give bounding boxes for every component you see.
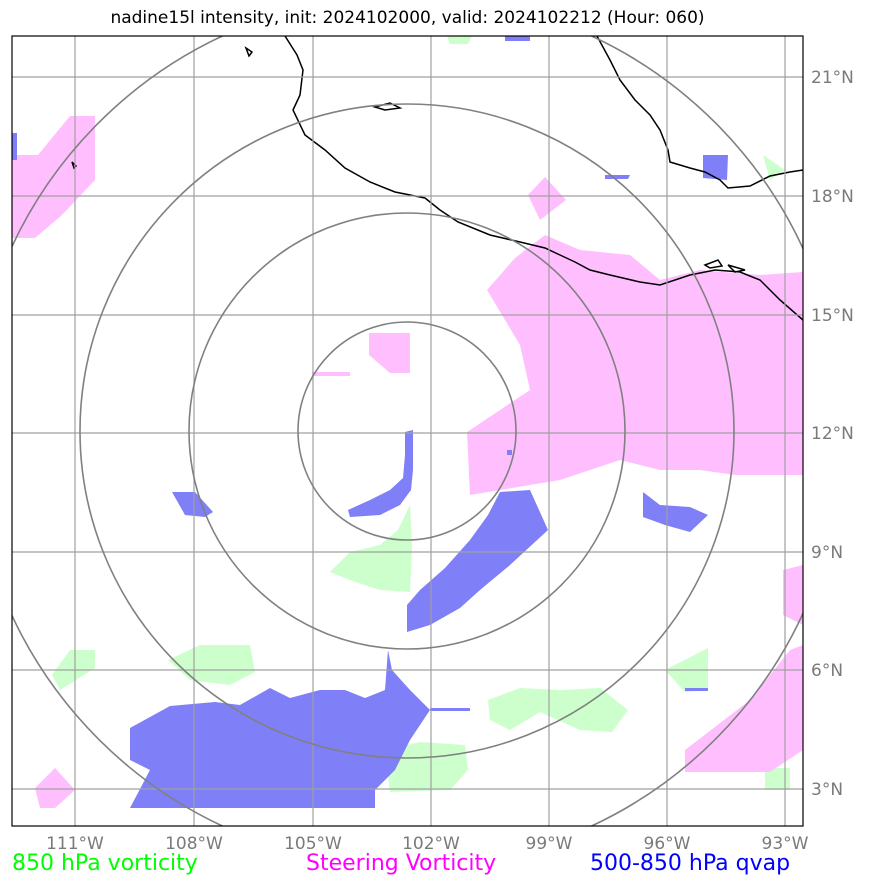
vorticity-patch	[168, 645, 255, 685]
x-tick-label: 93°W	[762, 834, 809, 854]
x-axis-ticks: 111°W 108°W 105°W 102°W 99°W 96°W 93°W	[46, 834, 809, 854]
y-tick-label: 3°N	[811, 780, 843, 800]
island	[244, 46, 254, 58]
vorticity-patch	[763, 155, 785, 180]
y-tick-label: 21°N	[811, 68, 854, 88]
legend-qvap: 500-850 hPa qvap	[590, 851, 791, 876]
steering-patch	[783, 565, 803, 625]
qvap-patch	[703, 155, 728, 180]
qvap-patch	[505, 36, 530, 41]
legend-vorticity-850: 850 hPa vorticity	[12, 851, 198, 876]
steering-patch	[312, 372, 350, 376]
x-tick-label: 108°W	[165, 834, 223, 854]
range-rings	[12, 36, 803, 826]
steering-patch	[467, 235, 803, 495]
legend-steering-vorticity: Steering Vorticity	[306, 851, 497, 876]
range-ring	[79, 103, 735, 759]
vorticity-patch	[765, 768, 790, 790]
x-tick-label: 102°W	[402, 834, 460, 854]
map-title: nadine15l intensity, init: 2024102000, v…	[110, 8, 705, 28]
qvap-patch	[407, 490, 548, 632]
y-tick-label: 12°N	[811, 424, 854, 444]
vorticity-patch	[488, 688, 628, 732]
grid	[12, 36, 803, 826]
qvap-patch	[430, 708, 470, 711]
qvap-layer	[12, 36, 728, 808]
x-tick-label: 105°W	[284, 834, 342, 854]
qvap-patch	[348, 430, 413, 517]
map-frame	[11, 35, 804, 827]
coastline	[596, 36, 803, 189]
qvap-patch	[507, 450, 512, 455]
y-tick-label: 9°N	[811, 543, 843, 563]
qvap-patch	[685, 688, 708, 691]
steering-patch	[35, 768, 75, 808]
qvap-patch	[12, 133, 17, 160]
y-axis-ticks: 21°N 18°N 15°N 12°N 9°N 6°N 3°N	[811, 68, 854, 800]
range-ring	[188, 212, 626, 650]
x-tick-label: 111°W	[46, 834, 104, 854]
x-tick-label: 99°W	[526, 834, 573, 854]
qvap-patch	[605, 175, 630, 179]
x-tick-label: 96°W	[644, 834, 691, 854]
range-ring	[297, 321, 517, 541]
vorticity-patch	[447, 36, 472, 44]
steering-patch	[528, 177, 566, 220]
qvap-patch	[643, 492, 708, 532]
vorticity-patch	[330, 505, 412, 592]
steering-patch	[369, 333, 410, 373]
y-tick-label: 6°N	[811, 661, 843, 681]
qvap-patch	[172, 492, 213, 517]
y-tick-label: 15°N	[811, 306, 854, 326]
island	[703, 259, 724, 269]
qvap-patch	[130, 650, 430, 808]
vorticity-patch	[385, 742, 468, 792]
island	[727, 264, 746, 273]
y-tick-label: 18°N	[811, 187, 854, 207]
